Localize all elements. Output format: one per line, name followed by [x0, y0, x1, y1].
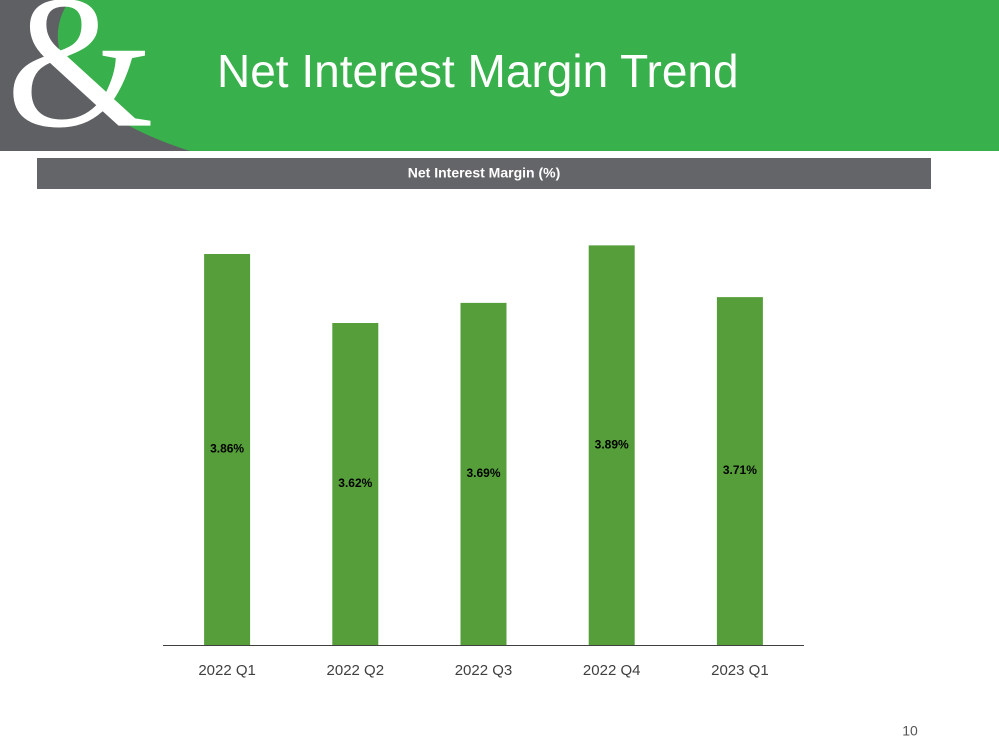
chart-title: Net Interest Margin (%)	[408, 165, 560, 181]
x-tick-label: 2022 Q3	[455, 662, 513, 679]
bar	[204, 254, 251, 645]
x-tick-label: 2022 Q4	[583, 662, 641, 679]
header-band	[0, 0, 999, 151]
data-label: 3.86%	[210, 442, 244, 456]
logo: &	[6, 0, 154, 168]
data-label: 3.89%	[595, 437, 629, 451]
bar	[332, 323, 379, 645]
bar	[588, 245, 635, 645]
slide-title: Net Interest Margin Trend	[217, 45, 739, 97]
logo-panel	[0, 0, 190, 151]
page-number: 10	[902, 723, 918, 739]
data-label: 3.71%	[723, 463, 757, 477]
data-label: 3.62%	[338, 476, 372, 490]
x-tick-label: 2022 Q1	[198, 662, 256, 679]
bar	[460, 302, 507, 645]
x-tick-label: 2022 Q2	[327, 662, 385, 679]
data-label: 3.69%	[466, 466, 500, 480]
bar	[716, 297, 763, 645]
x-tick-label: 2023 Q1	[711, 662, 769, 679]
chart-title-bar	[37, 158, 931, 189]
